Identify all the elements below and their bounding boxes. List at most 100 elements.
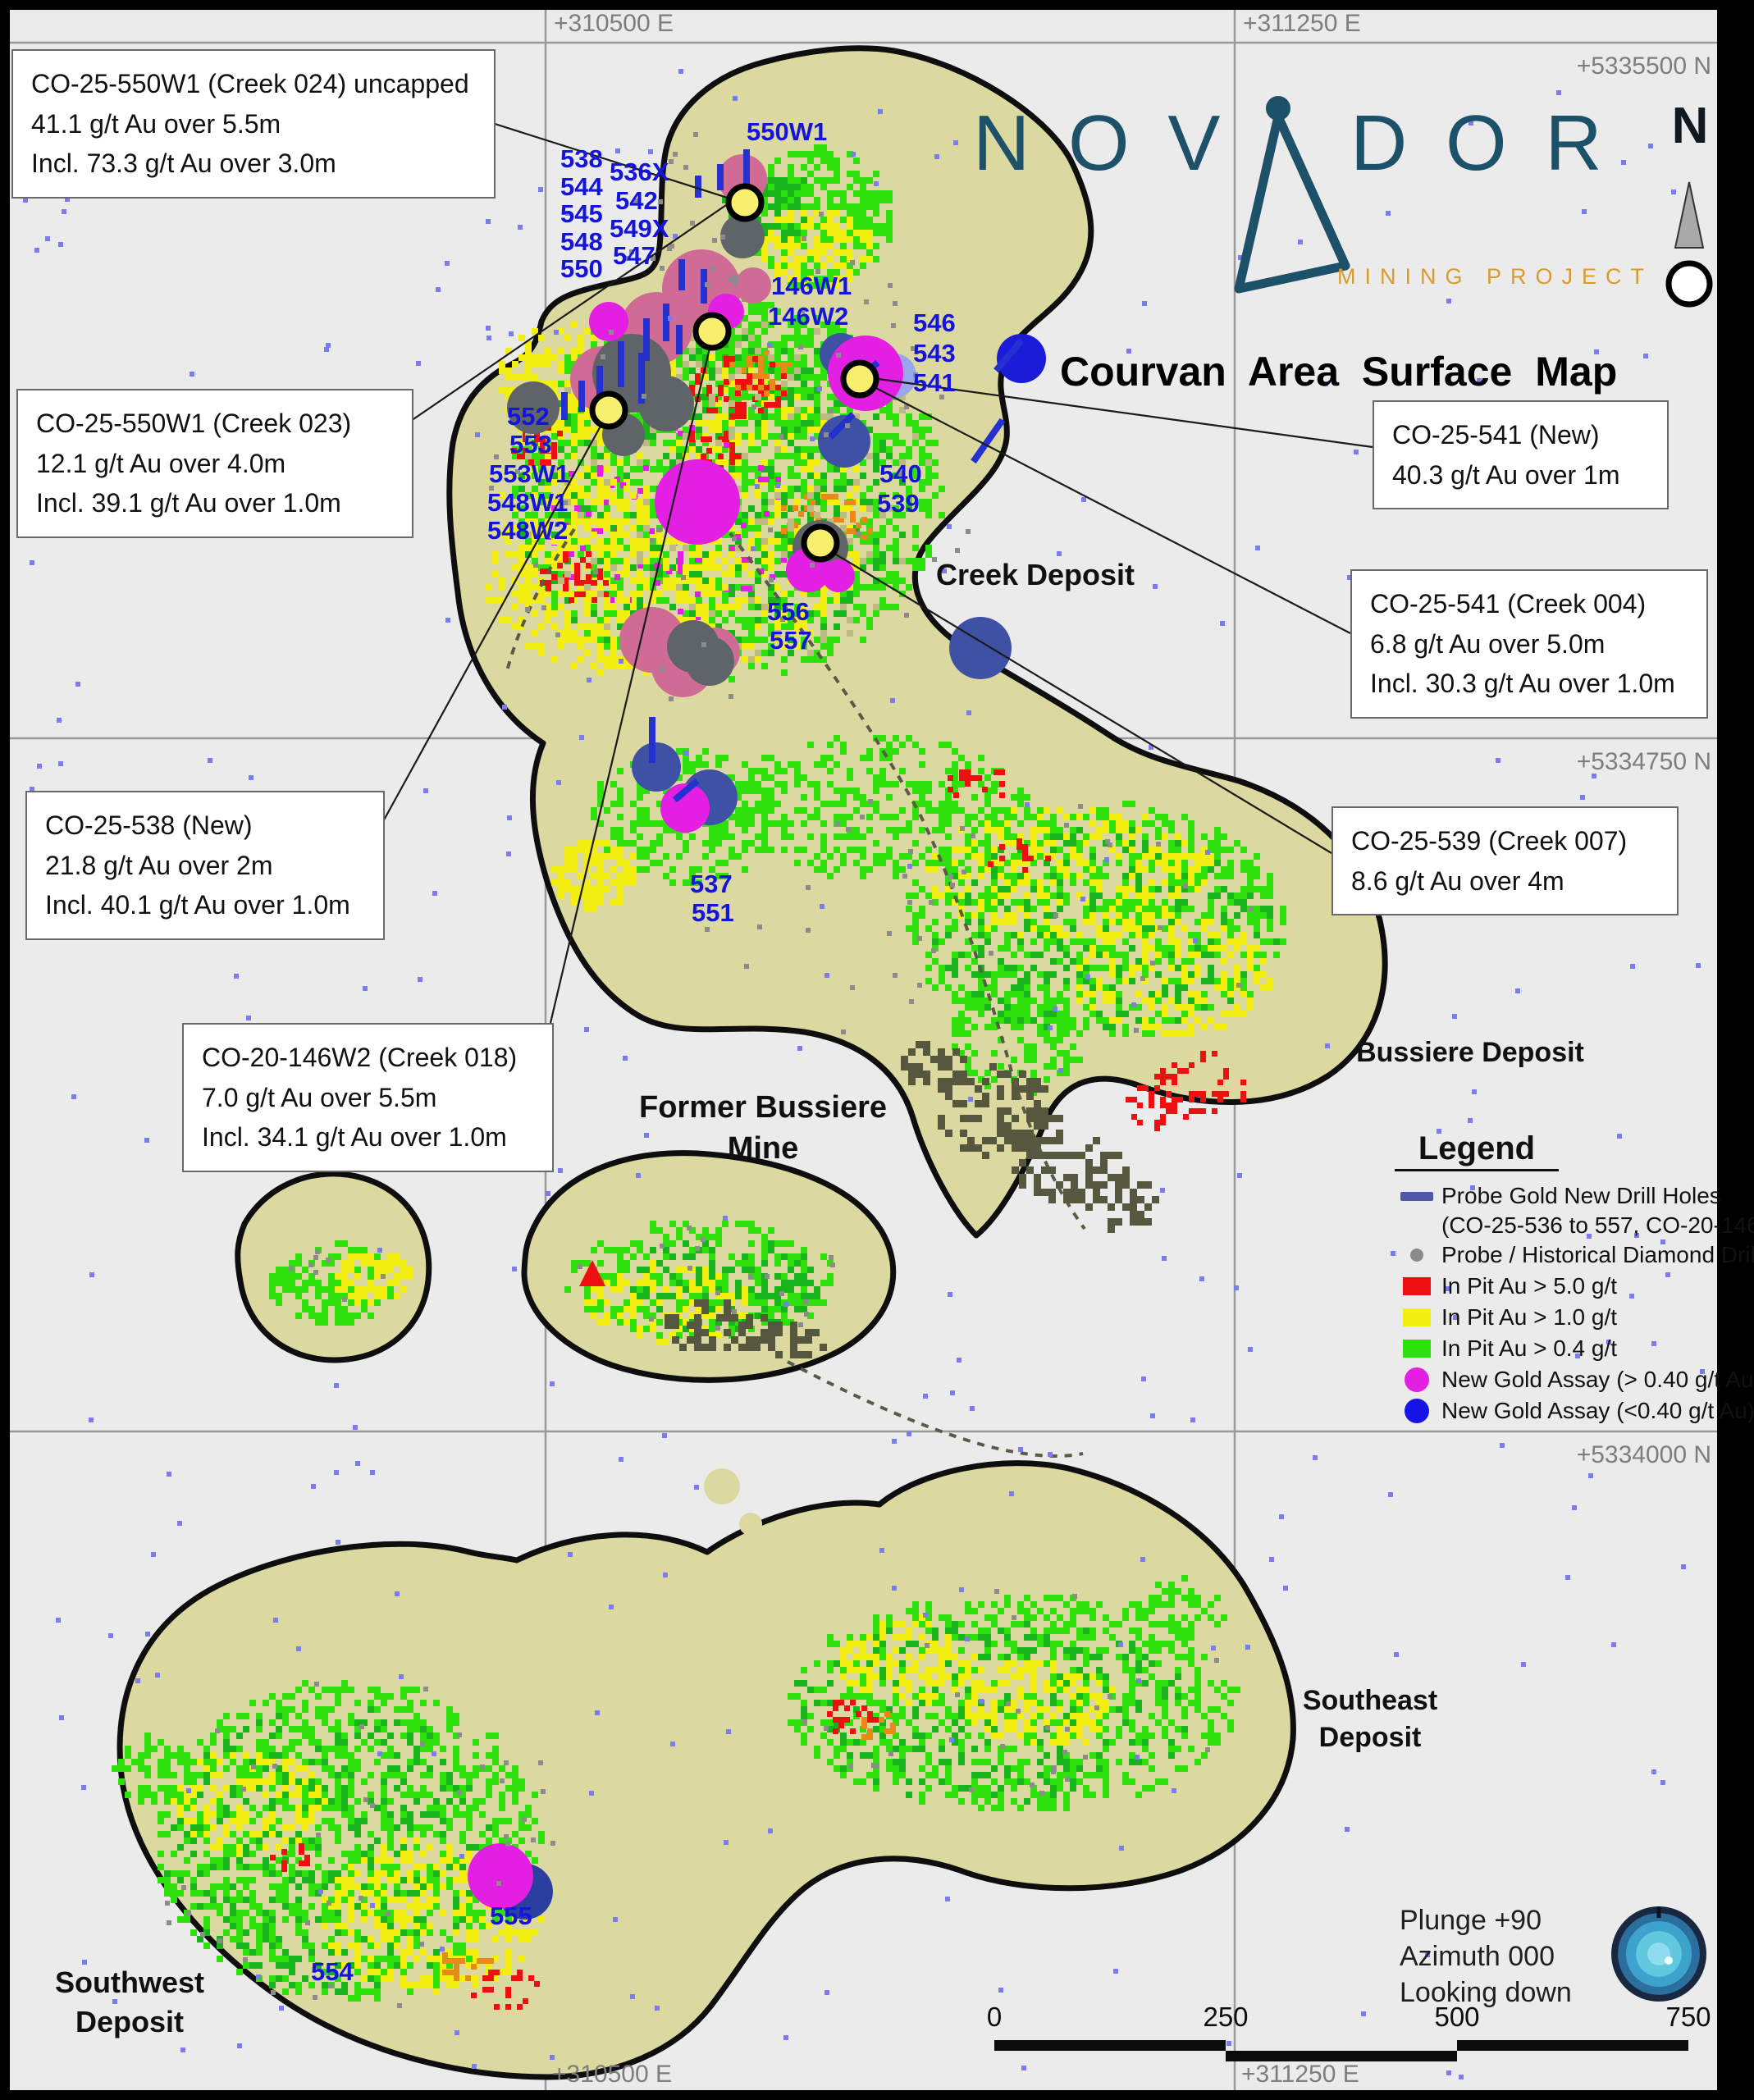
grade-pixels-y [499, 354, 866, 676]
drill-hole-label: 539 [877, 489, 920, 518]
drill-trace-bar [701, 269, 707, 304]
former-bussiere-mine: Mine [727, 1131, 799, 1166]
drill-trace-bar [643, 318, 650, 361]
logo-triangle-icon [1234, 112, 1350, 294]
grade-pixels-o [442, 1952, 494, 1981]
grade-pixels-y [925, 807, 1214, 938]
drill-hole-label: 543 [913, 339, 956, 368]
drill-trace-bar [717, 164, 724, 190]
callout-line: CO-25-539 (Creek 007) [1351, 826, 1628, 856]
grade-pixels-g [715, 735, 1030, 879]
logo-novador-right: D O R [1350, 99, 1610, 187]
grade-pixels-v [746, 1322, 827, 1358]
drill-hole-label: 540 [879, 459, 922, 488]
logo-triangle-dot [1266, 96, 1290, 121]
legend-item: In Pit Au > 5.0 g/t [1441, 1273, 1618, 1299]
callout-line: Incl. 34.1 g/t Au over 1.0m [202, 1122, 507, 1153]
coord-label-top: +311250 E [1243, 10, 1361, 37]
drill-hole-label: 552 [507, 402, 550, 431]
callout-leader-line [549, 344, 712, 1024]
grade-pixels-r [511, 425, 563, 465]
navball-icon [1647, 1942, 1670, 1965]
callout-line: CO-25-541 (Creek 004) [1370, 589, 1647, 619]
callout-leader-line [408, 203, 729, 423]
coord-label-right: +5335500 N [1576, 52, 1711, 80]
drill-collar [692, 312, 732, 351]
callout-line: Incl. 73.3 g/t Au over 3.0m [31, 148, 336, 179]
assay-circle-slate [632, 742, 681, 792]
callout-line: CO-25-550W1 (Creek 023) [36, 409, 352, 438]
creek-deposit: Creek Deposit [935, 558, 1135, 591]
drill-hole-label: 550 [560, 254, 603, 283]
drill-trace-bar [561, 392, 568, 420]
scalebar-segment [1457, 2040, 1688, 2051]
drill-hole-label: 546 [913, 308, 956, 337]
drill-collar [840, 359, 879, 399]
callout-line: Incl. 39.1 g/t Au over 1.0m [36, 488, 341, 518]
grade-pixels-o [861, 1711, 896, 1740]
drill-hole-label: 146W2 [768, 302, 849, 331]
drill-hole-label: 553 [509, 430, 552, 459]
southwest-deposit: Deposit [75, 2004, 184, 2038]
grade-pixels-g [952, 984, 1089, 1096]
drill-trace-bar [678, 259, 685, 290]
southeast-deposit: Deposit [1318, 1721, 1422, 1753]
drill-result-callout: CO-25-538 (New) 21.8 g/t Au over 2m Incl. … [25, 791, 385, 940]
legend-swatch-icon [1403, 1340, 1431, 1358]
drill-trace-bar [993, 338, 1025, 373]
legend-swatch-icon [1403, 1277, 1431, 1295]
assay-circle-gray [685, 637, 734, 686]
logo-tagline: MINING PROJECT [1337, 264, 1654, 289]
drill-trace-bar [676, 325, 683, 354]
scalebar-segment [1226, 2051, 1457, 2061]
grade-pixels-v [901, 1041, 967, 1093]
callout-line: CO-25-538 (New) [45, 810, 253, 840]
deposit-patch [739, 1513, 762, 1536]
legend-item: In Pit Au > 0.4 g/t [1441, 1335, 1618, 1361]
drill-hole-label: 536X [610, 158, 669, 186]
callout-leader-line [866, 376, 1373, 449]
drill-hole-label: 549X [610, 214, 669, 243]
drill-hole-label: 541 [913, 368, 956, 397]
assay-circle-m [589, 302, 628, 341]
callout-line: 6.8 g/t Au over 5.0m [1370, 628, 1606, 659]
drill-trace-bar [596, 366, 603, 404]
grade-pixels-o [781, 494, 873, 546]
grade-pixels-o [729, 350, 792, 396]
drill-trace-bar [663, 304, 669, 341]
callout-line: CO-20-146W2 (Creek 018) [202, 1043, 518, 1072]
drill-trace-bar [672, 778, 700, 803]
trail-line [729, 532, 1086, 1230]
drill-hole-label: 551 [692, 898, 734, 927]
callout-leader-line [824, 547, 1332, 854]
assay-circle-slate [949, 617, 1012, 679]
drill-result-callout: CO-20-146W2 (Creek 018) 7.0 g/t Au over 5… [182, 1023, 554, 1172]
drill-trace-bar [827, 412, 856, 441]
north-arrow-icon [1674, 181, 1705, 249]
scalebar-segment [994, 2040, 1226, 2051]
scalebar-label: 750 [1665, 2002, 1711, 2032]
grade-pixels-y [551, 840, 637, 912]
grade-pixels-G [630, 1240, 820, 1332]
grade-pixels-g [112, 1732, 190, 1805]
assay-circle-slate [818, 415, 870, 468]
callout-leader-line [491, 121, 733, 201]
north-arrow-label: N [1671, 98, 1709, 154]
grade-pixels-r [988, 838, 1051, 873]
drill-hole-label: 547 [613, 241, 655, 270]
orientation-azimuth: Azimuth 000 [1400, 1941, 1555, 1972]
legend-dash-icon [1400, 1192, 1433, 1201]
callout-leader-line [867, 383, 1351, 634]
grade-pixels-y [1076, 912, 1273, 1037]
drill-hole-label: 537 [690, 870, 733, 898]
legend-assay-icon [1405, 1399, 1429, 1423]
drill-hole-label: 553W1 [489, 459, 570, 488]
drill-hole-label: 550W1 [747, 117, 828, 146]
drill-trace-bar [743, 149, 750, 189]
assay-circle-gray [638, 376, 694, 431]
drill-hole-label: 542 [615, 186, 658, 215]
drill-collar [589, 390, 628, 430]
grade-pixels-r [270, 1843, 310, 1872]
callout-line: 40.3 g/t Au over 1m [1392, 459, 1620, 490]
